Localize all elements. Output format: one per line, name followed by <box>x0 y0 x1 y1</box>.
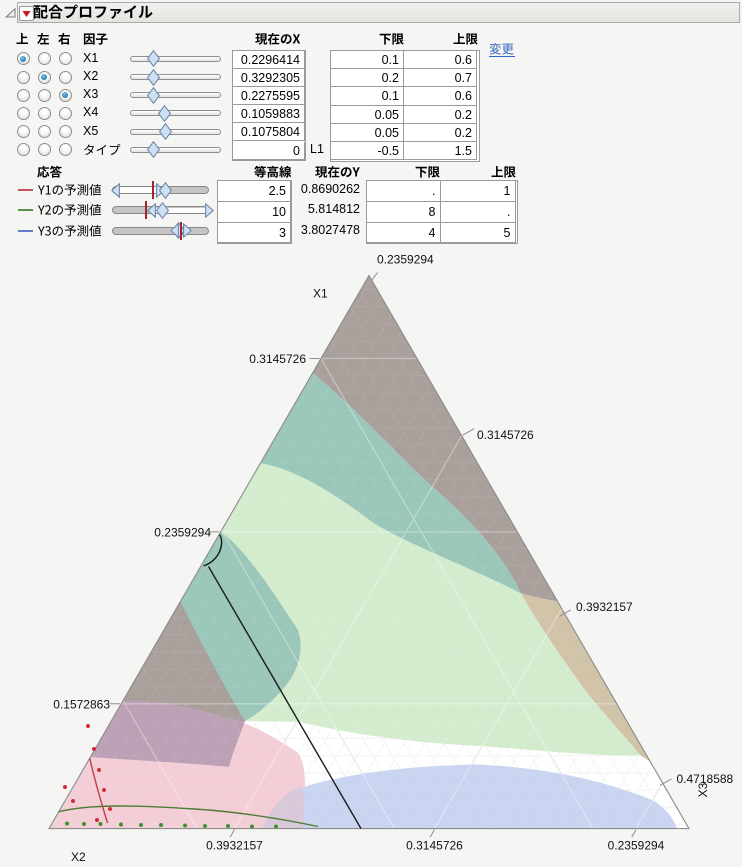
svg-text:X3: X3 <box>696 782 710 797</box>
svg-text:0.3145726: 0.3145726 <box>249 352 306 366</box>
svg-text:0.3145726: 0.3145726 <box>477 428 534 442</box>
svg-text:0.2359294: 0.2359294 <box>608 839 665 853</box>
svg-text:0.3932157: 0.3932157 <box>206 839 263 853</box>
svg-text:0.3145726: 0.3145726 <box>406 839 463 853</box>
svg-text:X2: X2 <box>71 850 86 864</box>
svg-text:0.3932157: 0.3932157 <box>576 600 633 614</box>
svg-text:0.2359294: 0.2359294 <box>377 253 434 267</box>
svg-text:0.1572863: 0.1572863 <box>53 697 110 711</box>
svg-text:0.4718588: 0.4718588 <box>677 772 734 786</box>
svg-text:0.2359294: 0.2359294 <box>154 525 211 539</box>
svg-text:X1: X1 <box>313 287 328 301</box>
